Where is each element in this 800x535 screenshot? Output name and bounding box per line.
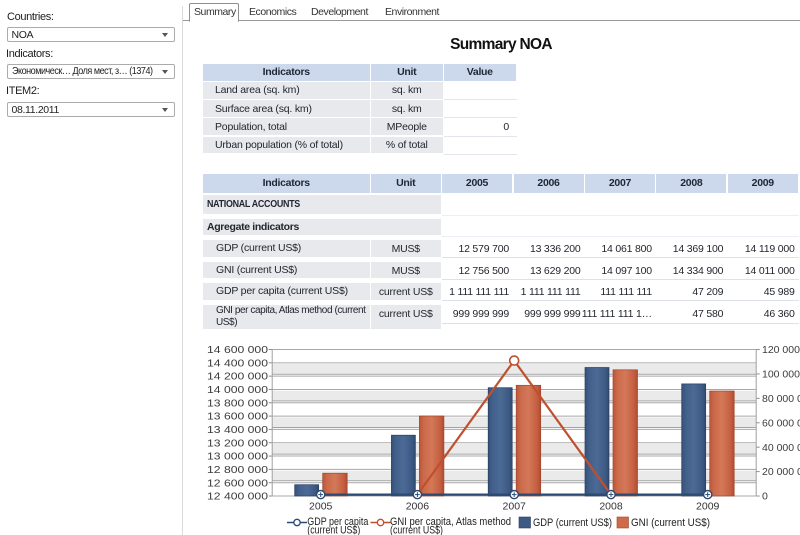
svg-text:14 600 000: 14 600 000: [207, 344, 268, 356]
svg-text:2005: 2005: [309, 501, 333, 513]
svg-text:GDP (current US$): GDP (current US$): [533, 517, 612, 529]
svg-text:14 000 000: 14 000 000: [207, 384, 268, 396]
svg-text:13 400 000: 13 400 000: [207, 424, 268, 436]
svg-text:12 400 000: 12 400 000: [207, 491, 268, 503]
svg-text:(current US$): (current US$): [390, 525, 443, 535]
svg-text:2006: 2006: [406, 501, 430, 513]
svg-text:13 600 000: 13 600 000: [207, 411, 268, 423]
svg-text:(current US$): (current US$): [307, 525, 360, 535]
svg-text:GDP per capita: GDP per capita: [307, 516, 368, 528]
svg-text:100 000 000: 100 000 000: [762, 369, 800, 381]
svg-text:GNI (current US$): GNI (current US$): [631, 517, 710, 529]
svg-text:13 800 000: 13 800 000: [207, 397, 268, 409]
svg-text:20 000 000: 20 000 000: [762, 466, 800, 478]
svg-text:13 000 000: 13 000 000: [207, 451, 268, 463]
svg-text:40 000 000: 40 000 000: [762, 442, 800, 454]
svg-text:14 200 000: 14 200 000: [207, 371, 268, 383]
svg-text:14 400 000: 14 400 000: [207, 357, 268, 369]
svg-text:80 000 000: 80 000 000: [762, 393, 800, 405]
svg-text:12 600 000: 12 600 000: [207, 477, 268, 489]
svg-text:0: 0: [762, 491, 768, 503]
svg-text:60 000 000: 60 000 000: [762, 417, 800, 429]
svg-text:2008: 2008: [599, 501, 623, 513]
svg-text:13 200 000: 13 200 000: [207, 437, 268, 449]
svg-text:GNI per capita, Atlas method: GNI per capita, Atlas method: [390, 516, 511, 528]
svg-text:12 800 000: 12 800 000: [207, 464, 268, 476]
svg-text:120 000 000: 120 000 000: [762, 344, 800, 356]
svg-text:2009: 2009: [696, 501, 720, 513]
svg-text:2007: 2007: [503, 501, 527, 513]
